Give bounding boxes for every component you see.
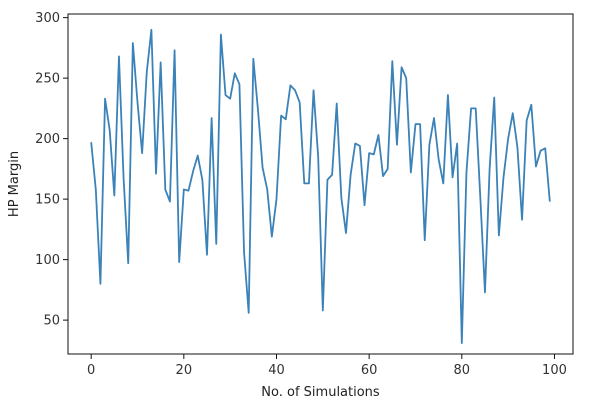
- y-tick-label: 50: [43, 314, 60, 329]
- x-tick-label: 20: [176, 363, 193, 378]
- x-axis-title: No. of Simulations: [261, 385, 380, 400]
- x-tick-label: 80: [454, 363, 471, 378]
- y-tick-label: 250: [35, 72, 60, 87]
- y-tick-label: 200: [35, 132, 60, 147]
- y-tick-label: 150: [35, 193, 60, 208]
- y-axis-ticks: 50 100 150 200 250 300: [35, 11, 68, 329]
- y-tick-label: 300: [35, 11, 60, 26]
- y-tick-label: 100: [35, 253, 60, 268]
- x-tick-label: 60: [361, 363, 378, 378]
- y-axis-title: HP Margin: [7, 151, 22, 217]
- x-tick-label: 100: [542, 363, 567, 378]
- plot-frame: [67, 13, 574, 355]
- x-axis-ticks: 0 20 40 60 80 100: [87, 354, 567, 378]
- x-tick-label: 0: [87, 363, 95, 378]
- x-tick-label: 40: [268, 363, 285, 378]
- hp-margin-line: [90, 28, 551, 345]
